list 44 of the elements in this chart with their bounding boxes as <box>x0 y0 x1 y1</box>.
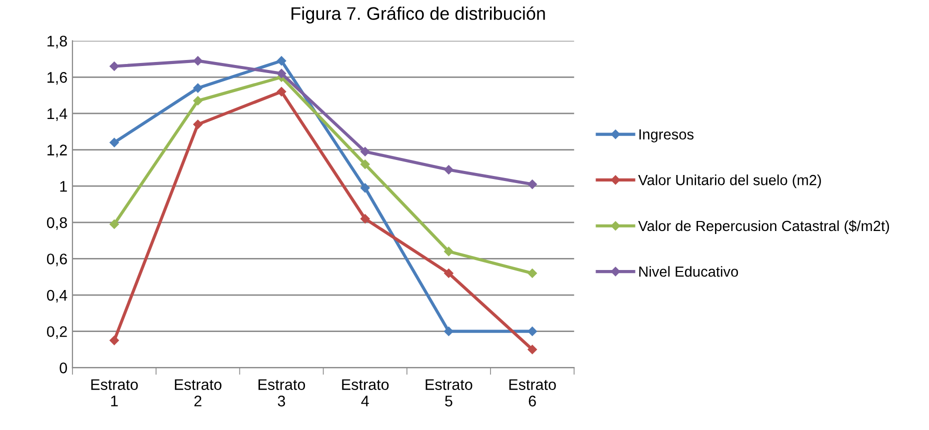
y-tick-label: 0,8 <box>46 217 67 230</box>
y-tick-label: 0,4 <box>46 290 68 303</box>
y-tick-label: 0,6 <box>46 254 67 266</box>
point <box>444 268 454 278</box>
y-tick-label: 1,2 <box>48 144 67 158</box>
point <box>360 214 370 224</box>
y-tick-label: 0,2 <box>46 326 67 339</box>
point <box>444 246 454 256</box>
point <box>110 138 119 148</box>
point <box>444 165 454 174</box>
x-tick-label: Estrato 5 <box>426 379 472 406</box>
point <box>193 120 202 129</box>
legend-label: Nivel Educativo <box>639 266 738 277</box>
x-tick-label: Estrato 3 <box>258 379 306 406</box>
point <box>276 87 286 96</box>
x-tick-label: Estrato 6 <box>509 379 556 406</box>
point <box>110 336 119 346</box>
legend-label: Valor Unitario del suelo (m2) <box>638 174 821 188</box>
legend-label: Valor de Repercusion Catastral ($/m2t) <box>638 220 890 234</box>
point <box>110 220 119 229</box>
legend-label: Ingresos <box>639 129 694 142</box>
point <box>360 183 370 193</box>
point <box>276 56 286 66</box>
point <box>193 56 202 66</box>
point <box>276 68 286 78</box>
point <box>110 62 119 71</box>
point <box>360 146 370 156</box>
y-tick-label: 1,6 <box>48 72 67 85</box>
point <box>528 326 537 336</box>
point <box>193 96 202 106</box>
point <box>193 83 202 93</box>
x-tick-label: Estrato 1 <box>91 379 138 406</box>
point <box>444 326 454 336</box>
point <box>528 180 537 189</box>
y-tick-label: 1 <box>60 181 67 192</box>
point <box>528 344 537 354</box>
y-tick-label: 1,8 <box>48 36 67 48</box>
y-tick-label: 0 <box>60 362 68 374</box>
y-tick-label: 1,4 <box>48 108 68 121</box>
point <box>360 160 370 169</box>
x-tick-label: Estrato 2 <box>174 379 222 406</box>
chart-title: Figura 7. Gráfico de distribución <box>292 6 545 24</box>
x-tick-label: Estrato 4 <box>342 379 389 406</box>
point <box>528 268 537 278</box>
